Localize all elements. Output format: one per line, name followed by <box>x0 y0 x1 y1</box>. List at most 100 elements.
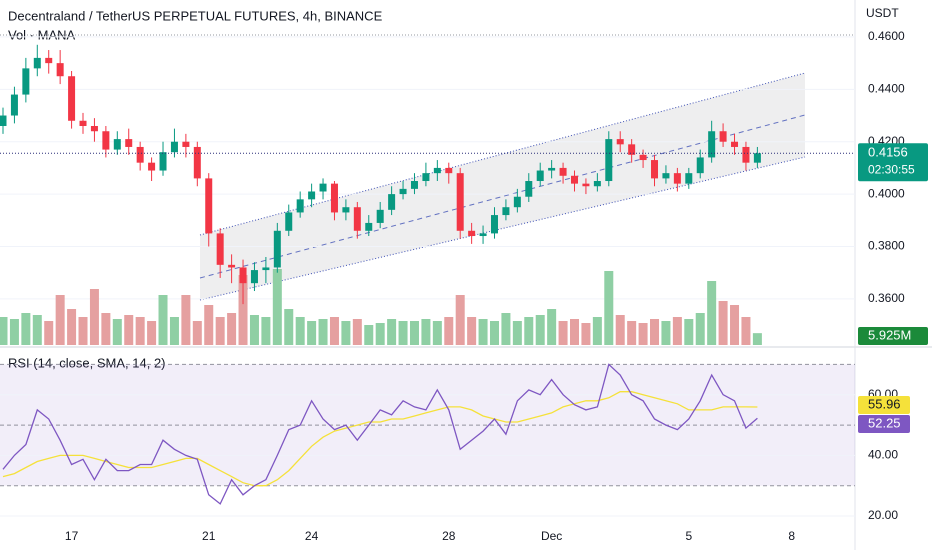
volume-bar <box>78 317 88 345</box>
volume-bar <box>44 321 54 345</box>
candle-body <box>353 207 361 231</box>
candle-body <box>410 181 418 189</box>
volume-bar <box>718 301 728 345</box>
candle-body <box>205 178 213 234</box>
volume-bar <box>695 313 705 345</box>
rsi-ma-line <box>2 391 758 487</box>
volume-bar <box>112 319 122 345</box>
candle-body <box>388 194 396 210</box>
candle-body <box>365 222 373 231</box>
volume-bar <box>32 315 42 345</box>
candle-body <box>593 181 601 187</box>
volume-bar <box>124 315 134 345</box>
candle-body <box>79 120 87 127</box>
y-tick-label: 0.4400 <box>868 81 905 95</box>
candle-body <box>468 230 476 237</box>
volume-bar <box>215 317 225 345</box>
volume-bar <box>489 321 499 345</box>
candle-body <box>490 215 498 234</box>
x-tick-label: 5 <box>685 529 692 543</box>
y-tick-label: 0.4600 <box>868 29 905 43</box>
candle-body <box>662 173 670 179</box>
candle-body <box>376 209 384 223</box>
candle-body <box>296 199 304 213</box>
candle-body <box>708 131 716 158</box>
volume-bar <box>684 319 694 345</box>
volume-bar <box>455 295 465 345</box>
volume-bar <box>238 275 248 345</box>
candle-body <box>502 207 510 216</box>
candle-body <box>696 157 704 174</box>
volume-bar <box>638 323 648 345</box>
volume-bar <box>272 269 282 345</box>
volume-bar <box>558 321 568 345</box>
candle-body <box>548 167 556 171</box>
volume-bar <box>295 317 305 345</box>
x-tick-label: 8 <box>788 529 795 543</box>
x-tick-label: 21 <box>202 529 216 543</box>
candle-body <box>170 141 178 153</box>
volume-bar <box>512 321 522 345</box>
volume-bar <box>741 317 751 345</box>
volume-bar <box>592 317 602 345</box>
candle-body <box>616 139 624 145</box>
volume-bar <box>661 321 671 345</box>
rsi-tick-label: 40.00 <box>868 448 898 462</box>
candle-body <box>731 141 739 147</box>
volume-bar <box>0 317 8 345</box>
candle-body <box>742 146 750 163</box>
candle-body <box>685 173 693 184</box>
volume-bar <box>581 323 591 345</box>
volume-bar <box>387 319 397 345</box>
volume-bar <box>329 317 339 345</box>
candle-body <box>125 139 133 147</box>
candle-body <box>433 167 441 174</box>
x-tick-label: 28 <box>442 529 456 543</box>
last-price-label: 0.4156 <box>868 145 908 160</box>
candle-body <box>182 141 190 147</box>
volume-bar <box>341 321 351 345</box>
candle-body <box>308 191 316 200</box>
candle-body <box>445 167 453 174</box>
candle-body <box>639 154 647 161</box>
candle-body <box>456 173 464 231</box>
candle-body <box>719 131 727 142</box>
volume-bar <box>169 317 179 345</box>
candle-body <box>479 233 487 237</box>
regression-channel <box>200 73 805 300</box>
volume-bar <box>672 317 682 345</box>
candle-body <box>399 188 407 195</box>
volume-bar <box>192 321 202 345</box>
candle-body <box>216 233 224 265</box>
candle-body <box>56 63 64 77</box>
volume-bar <box>9 319 19 345</box>
candle-body <box>228 264 236 268</box>
candle-body <box>0 115 7 127</box>
candle-body <box>330 183 338 213</box>
candle-body <box>22 68 30 95</box>
volume-bar <box>478 319 488 345</box>
candle-body <box>605 139 613 182</box>
candle-body <box>753 153 761 163</box>
candle-body <box>90 126 98 132</box>
volume-bar <box>89 289 99 345</box>
candle-body <box>273 230 281 268</box>
volume-bar <box>55 295 65 345</box>
volume-title: Vol · MANA <box>8 27 76 42</box>
volume-bar <box>409 321 419 345</box>
volume-bar <box>101 313 111 345</box>
volume-bar <box>284 309 294 345</box>
volume-bar <box>364 325 374 345</box>
volume-bar <box>547 309 557 345</box>
volume-bar <box>158 295 168 345</box>
volume-bar <box>318 319 328 345</box>
volume-bar <box>375 323 385 345</box>
y-tick-label: 0.3600 <box>868 291 905 305</box>
volume-bar <box>227 313 237 345</box>
candle-body <box>422 173 430 182</box>
rsi-line <box>2 363 758 505</box>
y-tick-label: 0.3800 <box>868 239 905 253</box>
volume-bar <box>752 333 762 345</box>
candle-body <box>525 181 533 197</box>
